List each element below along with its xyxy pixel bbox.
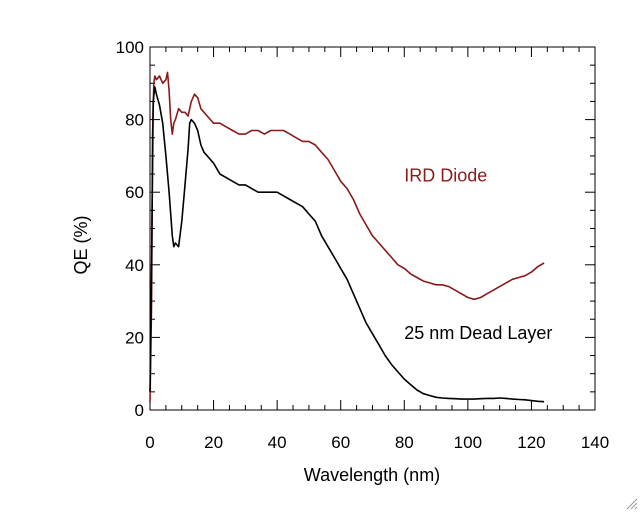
x-tick-label: 140 xyxy=(581,433,609,452)
x-tick-label: 20 xyxy=(204,433,223,452)
axis-tick-labels: 0 20 40 60 80 100 120 140 0 20 40 60 80 100 xyxy=(116,38,610,452)
x-tick-label: 0 xyxy=(145,433,154,452)
x-tick-label: 60 xyxy=(331,433,350,452)
y-tick-label: 0 xyxy=(135,401,144,420)
y-tick-label: 60 xyxy=(125,183,144,202)
x-tick-label: 80 xyxy=(395,433,414,452)
y-tick-label: 100 xyxy=(116,38,144,57)
axis-ticks xyxy=(149,46,596,411)
dead-layer-line xyxy=(149,86,545,403)
x-axis-title: Wavelength (nm) xyxy=(304,465,440,485)
ird-diode-line xyxy=(149,71,545,403)
series-lines xyxy=(149,71,545,403)
resize-grip-icon[interactable] xyxy=(626,498,638,510)
ird-diode-label: IRD Diode xyxy=(404,165,487,185)
dead-layer-label: 25 nm Dead Layer xyxy=(404,323,552,343)
x-tick-label: 120 xyxy=(517,433,545,452)
series-annotations: IRD Diode 25 nm Dead Layer xyxy=(404,165,552,343)
y-tick-label: 20 xyxy=(125,328,144,347)
y-tick-label: 40 xyxy=(125,256,144,275)
x-tick-label: 40 xyxy=(268,433,287,452)
x-tick-label: 100 xyxy=(454,433,482,452)
plot-frame xyxy=(149,46,596,411)
y-axis-title: QE (%) xyxy=(71,215,91,274)
y-tick-label: 80 xyxy=(125,111,144,130)
